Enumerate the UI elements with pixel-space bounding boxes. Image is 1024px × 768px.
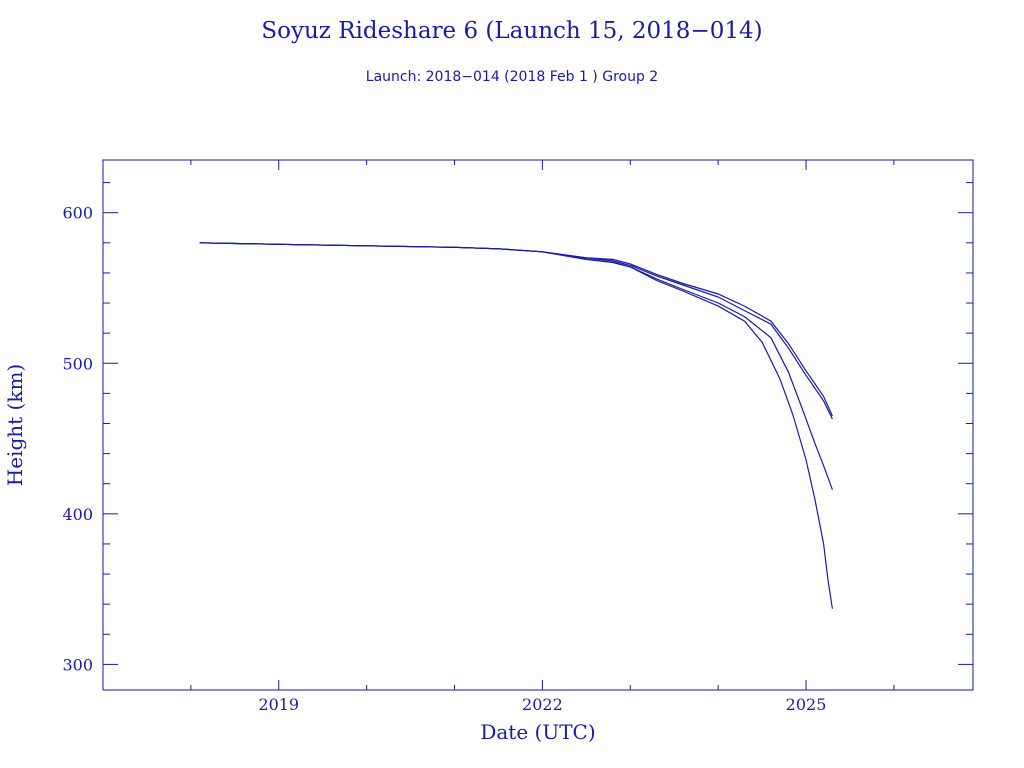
x-axis-label: Date (UTC) — [480, 720, 595, 744]
x-tick-label: 2025 — [786, 695, 827, 714]
axis-tick-labels: 2019 2022 2025 300 400 500 600 — [62, 204, 826, 714]
y-tick-label: 400 — [62, 505, 93, 524]
series-line-3 — [199, 242, 833, 490]
series-line-4 — [199, 242, 833, 609]
x-tick-label: 2022 — [522, 695, 563, 714]
y-tick-label: 300 — [62, 655, 93, 674]
plot-frame — [102, 159, 974, 691]
series-line-1 — [199, 242, 833, 420]
chart-title: Soyuz Rideshare 6 (Launch 15, 2018−014) — [261, 18, 762, 44]
x-tick-label: 2019 — [258, 695, 299, 714]
chart-subtitle: Launch: 2018−014 (2018 Feb 1 ) Group 2 — [366, 69, 658, 85]
y-axis-label: Height (km) — [3, 364, 27, 486]
axis-ticks — [102, 160, 973, 690]
series-line-2 — [199, 242, 833, 417]
data-series — [199, 242, 833, 609]
y-tick-label: 500 — [62, 354, 93, 373]
y-tick-label: 600 — [62, 204, 93, 223]
